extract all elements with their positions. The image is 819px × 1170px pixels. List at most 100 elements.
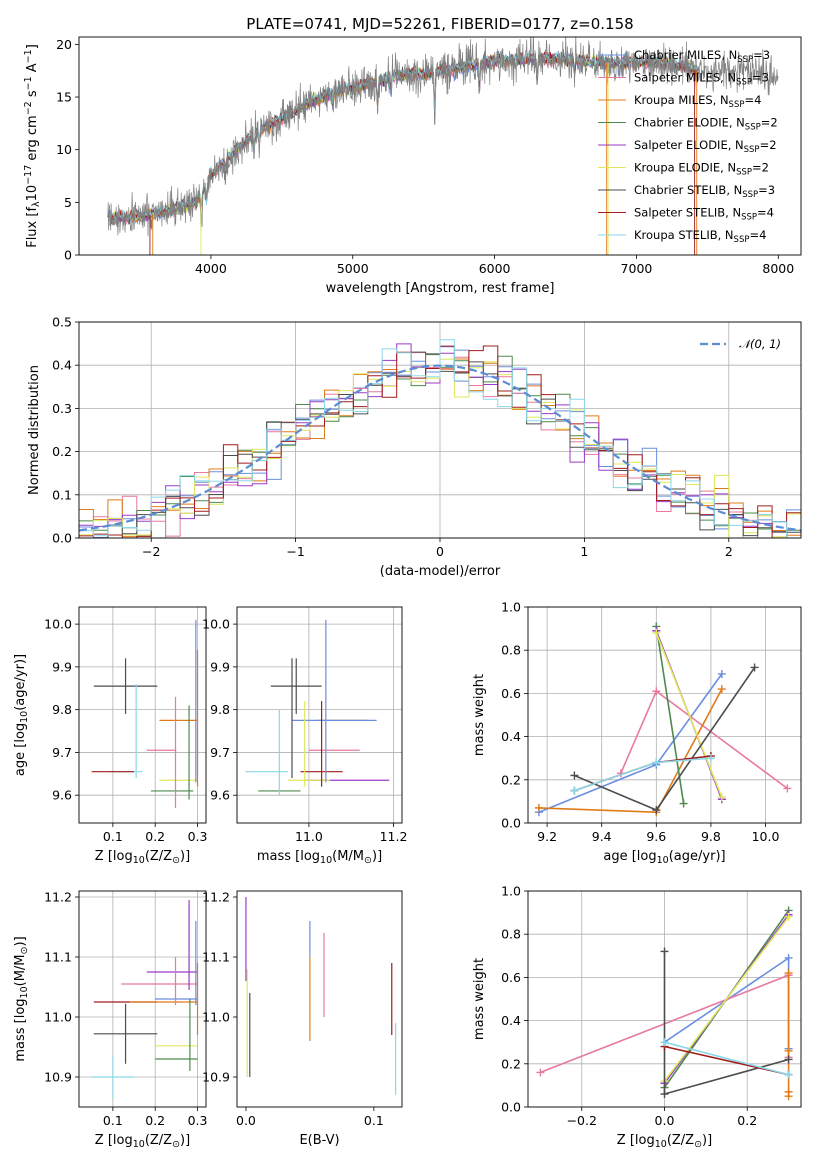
y-tick-label: 10.9 — [202, 1070, 230, 1085]
x-axis-label: mass [log10​(M/M⊙​)] — [257, 849, 382, 866]
x-tick-label: −0.2 — [567, 1113, 597, 1128]
mass_vs_Z-frame — [78, 890, 207, 1108]
y-tick-label: 9.7 — [52, 745, 72, 760]
x-tick-label: 0.2 — [145, 829, 165, 844]
weight-marker-chabrier_stelib — [570, 771, 579, 780]
x-tick-label: 0.2 — [737, 1113, 757, 1128]
y-tick-label: 11.0 — [44, 1010, 72, 1025]
legend-label-gauss: 𝒩(0, 1) — [739, 337, 781, 351]
weight-marker-kroupa_elodie — [717, 793, 726, 802]
residuals-axes: −2 −1 0 1 2 0.0 0.1 0.2 0.3 0.4 0.5 (data-model)/er… — [27, 315, 801, 579]
y-tick-label: 15 — [56, 90, 72, 105]
weight-marker-kroupa_stelib — [570, 786, 579, 795]
x-tick-label: 6000 — [479, 261, 511, 276]
y-tick-label: 0.1 — [52, 487, 72, 502]
weight-marker-kroupa_elodie — [652, 628, 661, 637]
weight-line-chabrier_miles — [664, 956, 790, 1049]
spectrum-frame — [78, 36, 802, 256]
y-axis-label: age [log10​(age/yr)] — [13, 654, 30, 776]
x-tick-label: 9.6 — [646, 829, 666, 844]
x-axis-label: (data-model)/error — [380, 564, 501, 579]
mass_vs_ebv-frame — [236, 890, 403, 1108]
y-tick-label: 5 — [64, 195, 72, 210]
weight-marker-chabrier_stelib — [660, 1090, 669, 1099]
age_vs_mass-axes: 11.0 11.2 9.6 9.7 9.8 9.9 10.0 mass [log10​(M/M… — [202, 607, 407, 866]
weight-marker-chabrier_stelib — [750, 663, 759, 672]
y-tick-label: 9.7 — [210, 745, 230, 760]
residual-histograms — [79, 339, 801, 538]
x-tick-label: 0.1 — [103, 829, 123, 844]
y-axis-label: Flux [fλ​10−17​ erg cm−2​ s−1​ A−1​] — [23, 44, 42, 248]
y-tick-label: 0.2 — [501, 1056, 521, 1071]
legend-label-chabrier_stelib: Chabrier STELIB, NSSP=3 — [634, 183, 775, 200]
y-tick-label: 10 — [56, 142, 72, 157]
legend-label-chabrier_miles: Chabrier MILES, NSSP=3 — [634, 48, 770, 65]
data-spectrum — [107, 37, 779, 237]
x-tick-label: 9.4 — [592, 829, 612, 844]
weight-marker-kroupa_stelib — [660, 1038, 669, 1047]
weight-line-kroupa_stelib — [664, 1041, 789, 1076]
weight-marker-chabrier_stelib — [660, 947, 669, 956]
weight-line-chabrier_stelib — [663, 951, 789, 1096]
x-tick-label: 11.2 — [380, 829, 408, 844]
x-tick-label: −2 — [142, 544, 160, 559]
age_vs_Z-axes: 0.1 0.2 0.3 9.6 9.7 9.8 9.9 10.0 Z [log10​(Z/Z⊙​… — [13, 607, 207, 866]
weight-marker-kroupa_stelib — [784, 1070, 793, 1079]
y-tick-label: 0.6 — [501, 970, 521, 985]
y-tick-label: 20 — [56, 37, 72, 52]
x-tick-label: 4000 — [195, 261, 227, 276]
y-tick-label: 9.9 — [210, 659, 230, 674]
x-tick-label: 9.2 — [537, 829, 557, 844]
legend-label-kroupa_stelib: Kroupa STELIB, NSSP=4 — [634, 228, 766, 245]
weight_vs_age-frame — [527, 606, 802, 824]
weight-marker-chabrier_miles — [784, 953, 793, 962]
weight-marker-kroupa_miles — [784, 1046, 793, 1055]
y-tick-label: 0.0 — [501, 816, 521, 831]
residual-histogram-kroupa_stelib — [79, 339, 801, 538]
y-tick-label: 0.2 — [52, 444, 72, 459]
legend-label-kroupa_miles: Kroupa MILES, NSSP=4 — [634, 93, 761, 110]
x-tick-label: 0.0 — [236, 1113, 256, 1128]
weight-line-kroupa_elodie — [655, 632, 723, 798]
x-tick-label: 0.1 — [364, 1113, 384, 1128]
x-tick-label: 2 — [725, 544, 733, 559]
weight-marker-salpeter_miles — [536, 1068, 545, 1077]
weight-marker-kroupa_stelib — [706, 754, 715, 763]
weight-marker-salpeter_miles — [652, 687, 661, 696]
weight-marker-chabrier_stelib — [652, 806, 661, 815]
y-tick-label: 0.5 — [52, 315, 72, 330]
x-tick-label: 0.3 — [188, 1113, 208, 1128]
y-tick-label: 0.3 — [52, 401, 72, 416]
legend-label-salpeter_stelib: Salpeter STELIB, NSSP=4 — [634, 206, 774, 223]
age_vs_Z-frame — [78, 606, 207, 824]
weight-marker-chabrier_miles — [717, 669, 726, 678]
y-tick-label: 11.1 — [202, 950, 230, 965]
weight_vs_age-lines — [534, 622, 792, 817]
age_vs_mass-errorbars — [245, 619, 390, 796]
y-axis-label: mass weight — [472, 674, 487, 756]
weight_vs_Z-axes: −0.2 0.0 0.2 0.0 0.2 0.4 0.6 0.8 1.0 Z [log10​(Z/… — [472, 884, 801, 1150]
y-axis-label: Normed distribution — [27, 365, 42, 495]
y-tick-label: 0.4 — [501, 1013, 521, 1028]
age_vs_mass-frame — [236, 606, 403, 824]
x-tick-label: 1 — [580, 544, 588, 559]
y-tick-label: 1.0 — [501, 884, 521, 899]
legend-label-salpeter_elodie: Salpeter ELODIE, NSSP=2 — [634, 138, 777, 155]
y-axis-label: mass [log10​(M/M⊙​)] — [13, 936, 30, 1061]
spectrum-lines — [107, 37, 779, 255]
mass_vs_Z-axes: 0.1 0.2 0.3 10.9 11.0 11.1 11.2 Z [log10​(Z/Z⊙​… — [13, 890, 207, 1151]
x-tick-label: 0.0 — [655, 1113, 675, 1128]
y-tick-label: 9.8 — [210, 702, 230, 717]
y-tick-label: 10.9 — [44, 1070, 72, 1085]
y-tick-label: 0 — [64, 248, 72, 263]
y-tick-label: 11.0 — [202, 1010, 230, 1025]
x-tick-label: 0.3 — [188, 829, 208, 844]
weight-line-kroupa_stelib — [574, 757, 711, 792]
x-axis-label: Z [log10​(Z/Z⊙​)] — [95, 849, 190, 866]
y-tick-label: 1.0 — [501, 600, 521, 615]
y-tick-label: 0.8 — [501, 927, 521, 942]
x-tick-label: 7000 — [621, 261, 653, 276]
x-tick-label: 8000 — [762, 261, 794, 276]
y-tick-label: 9.8 — [52, 702, 72, 717]
y-tick-label: 11.2 — [202, 890, 230, 905]
